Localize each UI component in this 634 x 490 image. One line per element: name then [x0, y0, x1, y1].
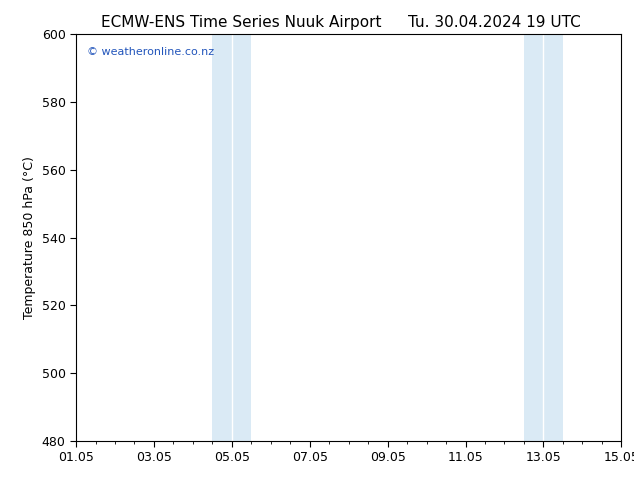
Text: © weatheronline.co.nz: © weatheronline.co.nz	[87, 47, 214, 56]
Text: ECMW-ENS Time Series Nuuk Airport: ECMW-ENS Time Series Nuuk Airport	[101, 15, 381, 30]
Text: Tu. 30.04.2024 19 UTC: Tu. 30.04.2024 19 UTC	[408, 15, 581, 30]
Bar	[212, 34, 232, 441]
Bar	[524, 34, 543, 441]
Bar	[543, 34, 563, 441]
Y-axis label: Temperature 850 hPa (°C): Temperature 850 hPa (°C)	[23, 156, 36, 319]
Bar	[232, 34, 251, 441]
